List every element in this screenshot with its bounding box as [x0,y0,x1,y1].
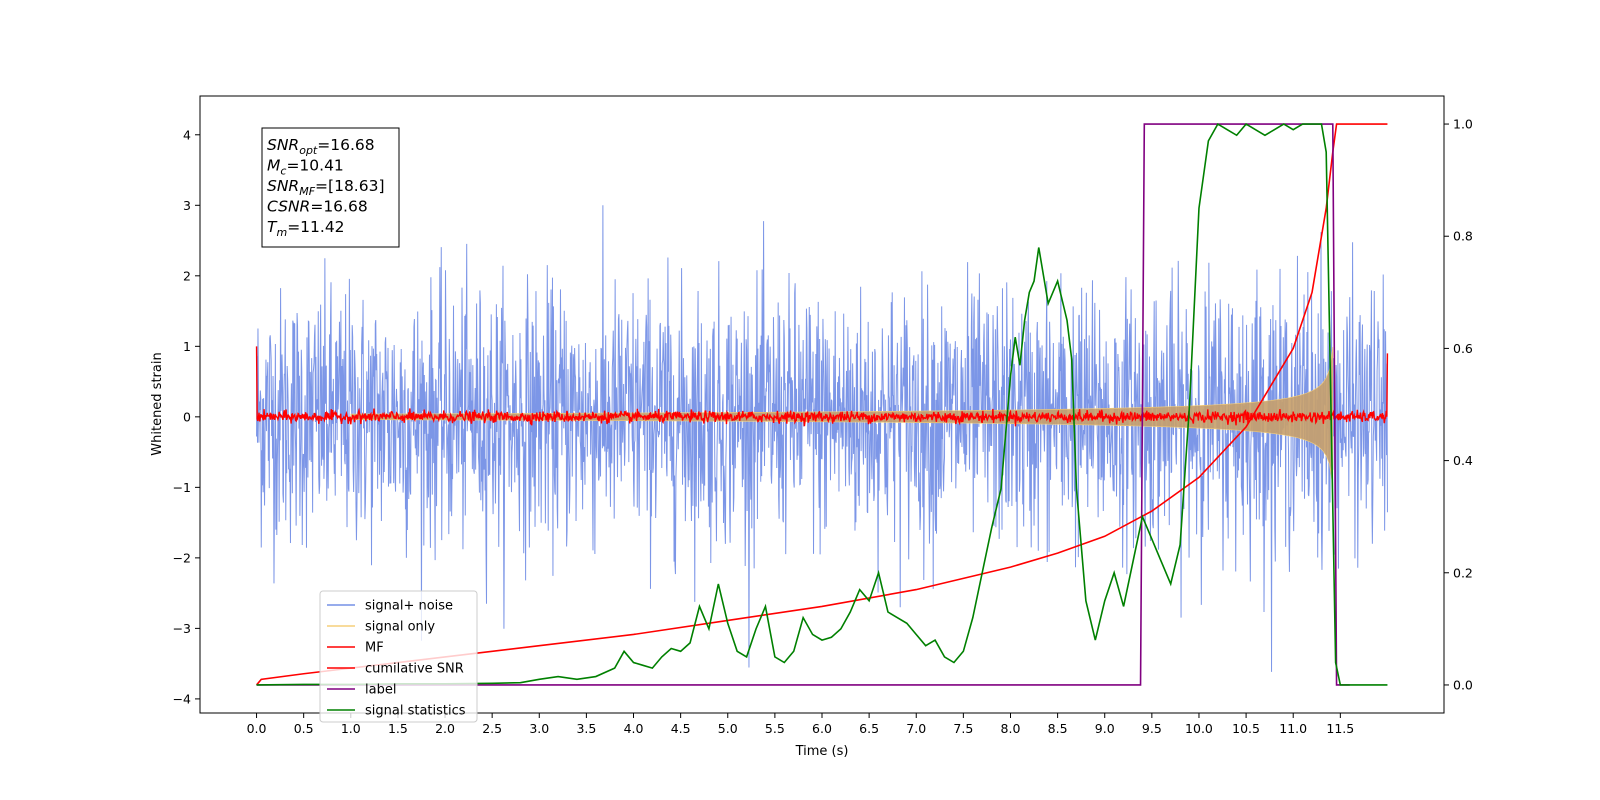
x-tick-label: 1.0 [341,721,361,736]
y-right-tick-label: 0.2 [1453,565,1473,580]
x-tick-label: 6.5 [859,721,879,736]
annotation-line: Mc=10.41 [267,157,344,178]
y-tick-label: −4 [173,691,191,706]
y-axis-left: −4 −3 −2 −1 0 1 2 3 4 [173,127,200,706]
y-axis-right: 0.0 0.2 0.4 0.6 0.8 1.0 [1444,117,1473,692]
x-tick-label: 9.0 [1095,721,1115,736]
y-right-tick-label: 0.0 [1453,677,1473,692]
x-tick-label: 5.5 [765,721,785,736]
y-right-tick-label: 0.6 [1453,341,1473,356]
x-tick-label: 4.0 [624,721,644,736]
y-right-tick-label: 0.4 [1453,453,1473,468]
x-tick-label: 7.0 [906,721,926,736]
legend: signal+ noise signal only MF cumilative SNR… [319,590,478,723]
annotation-line: CSNR=16.68 [267,198,368,216]
y-tick-label: 1 [183,339,191,354]
x-tick-label: 6.0 [812,721,832,736]
x-tick-label: 11.0 [1279,721,1307,736]
legend-label: signal statistics [365,704,466,719]
x-tick-label: 9.5 [1142,721,1162,736]
series-layer [255,122,1389,686]
x-tick-label: 2.5 [482,721,502,736]
x-tick-label: 11.5 [1326,721,1354,736]
x-tick-label: 4.5 [671,721,691,736]
legend-label: signal+ noise [365,599,453,614]
y-tick-label: −3 [173,621,191,636]
legend-label: label [365,683,396,698]
x-axis-label: Time (s) [795,744,849,759]
x-tick-label: 7.5 [953,721,973,736]
y-axis-label: Whitened strain [150,352,165,455]
annotation-line: SNRopt=16.68 [267,136,375,157]
annotation-box: SNRopt=16.68Mc=10.41SNRMF=[18.63]CSNR=16… [261,127,400,248]
x-tick-label: 8.5 [1048,721,1068,736]
series-label [256,123,1350,686]
x-tick-label: 5.0 [718,721,738,736]
x-tick-label: 10.0 [1185,721,1213,736]
x-tick-label: 1.5 [388,721,408,736]
y-tick-label: 0 [183,409,191,424]
y-tick-label: 3 [183,198,191,213]
x-tick-label: 10.5 [1232,721,1260,736]
annotation-line: Tm=11.42 [267,218,345,239]
y-right-tick-label: 0.8 [1453,229,1473,244]
y-tick-label: −2 [173,550,191,565]
x-tick-label: 8.0 [1001,721,1021,736]
series-signal-statistics [256,122,1388,686]
y-tick-label: 2 [183,268,191,283]
y-tick-label: −1 [173,480,191,495]
annotation-line: SNRMF=[18.63] [267,177,385,198]
series-signal-noise [256,205,1388,672]
x-tick-label: 3.0 [529,721,549,736]
x-tick-label: 0.0 [247,721,267,736]
x-axis: 0.0 0.5 1.0 1.5 2.0 2.5 3.0 3.5 4.0 4.5 5.0 5.5 6.0 6… [247,713,1354,736]
legend-label: MF [365,641,384,656]
y-right-tick-label: 1.0 [1453,117,1473,132]
legend-label: signal only [365,620,435,635]
y-tick-label: 4 [183,127,191,142]
legend-label: cumilative SNR [365,662,464,677]
x-tick-label: 3.5 [576,721,596,736]
x-tick-label: 0.5 [294,721,314,736]
x-tick-label: 2.0 [435,721,455,736]
series-mf [255,346,1389,427]
